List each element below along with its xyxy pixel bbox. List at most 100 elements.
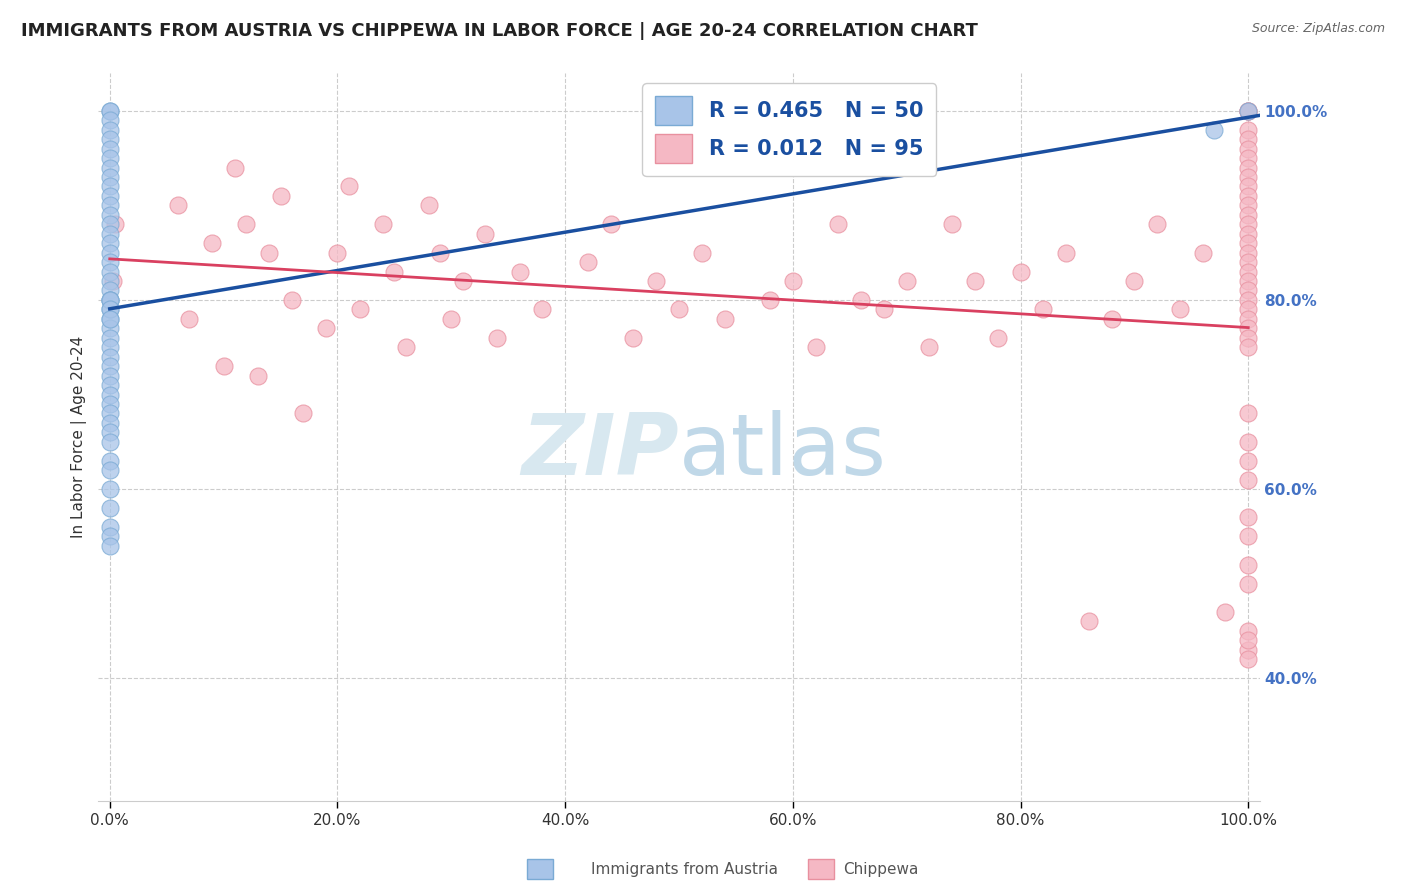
Point [1237,255,1260,269]
Point [315,321,337,335]
Point [713,311,735,326]
Point [485,331,508,345]
Point [98,520,121,534]
Point [98,293,121,307]
Point [98,122,121,136]
Point [941,217,963,231]
Point [1237,245,1260,260]
Point [235,217,257,231]
Point [98,103,121,118]
Point [292,406,315,420]
Point [1077,615,1099,629]
Point [98,284,121,298]
Point [1237,227,1260,241]
Point [98,378,121,392]
Point [1237,208,1260,222]
Point [98,103,121,118]
Point [98,189,121,203]
Point [98,293,121,307]
Point [246,368,269,383]
Point [1237,434,1260,449]
Point [759,293,782,307]
Point [474,227,496,241]
Point [873,302,896,317]
Point [599,217,621,231]
Point [1237,103,1260,118]
Point [326,245,349,260]
Point [98,302,121,317]
Point [98,113,121,128]
Point [1032,302,1054,317]
Text: atlas: atlas [679,410,887,493]
Point [281,293,304,307]
Point [337,179,360,194]
Point [1237,103,1260,118]
Point [1237,453,1260,467]
Text: Source: ZipAtlas.com: Source: ZipAtlas.com [1251,22,1385,36]
Point [1237,103,1260,118]
Point [98,274,121,288]
Point [1237,473,1260,487]
Point [1237,340,1260,354]
Point [179,311,201,326]
Point [1237,217,1260,231]
Point [1237,189,1260,203]
Point [1237,624,1260,638]
Point [429,245,451,260]
Point [1237,293,1260,307]
Point [98,425,121,440]
Point [98,208,121,222]
Point [690,245,713,260]
Point [509,264,531,278]
Point [827,217,849,231]
Point [98,169,121,184]
Point [531,302,554,317]
Text: Chippewa: Chippewa [844,863,920,877]
Point [1237,236,1260,251]
Point [98,311,121,326]
Point [98,340,121,354]
Point [1237,576,1260,591]
Point [668,302,690,317]
Point [1237,302,1260,317]
Point [1237,198,1260,212]
Point [1237,652,1260,666]
Point [1054,245,1077,260]
Point [98,302,121,317]
Point [1237,132,1260,146]
Point [1168,302,1191,317]
Point [98,416,121,430]
Point [167,198,190,212]
Point [257,245,280,260]
Point [1237,529,1260,543]
Point [98,198,121,212]
Point [804,340,827,354]
Point [98,397,121,411]
Point [1237,406,1260,420]
Point [849,293,872,307]
Point [963,274,986,288]
Point [98,179,121,194]
Point [623,331,645,345]
Point [1237,558,1260,572]
Text: Immigrants from Austria: Immigrants from Austria [591,863,778,877]
Point [371,217,394,231]
Y-axis label: In Labor Force | Age 20-24: In Labor Force | Age 20-24 [72,336,87,538]
Point [98,264,121,278]
Point [98,245,121,260]
Point [1237,122,1260,136]
Point [1237,142,1260,156]
Point [98,151,121,165]
Point [98,482,121,496]
Point [1237,331,1260,345]
Point [98,453,121,467]
Point [782,274,804,288]
Point [1237,510,1260,524]
Point [1010,264,1032,278]
Point [98,463,121,477]
Point [1215,605,1237,619]
Point [1237,321,1260,335]
Point [98,236,121,251]
Point [451,274,474,288]
Point [98,142,121,156]
